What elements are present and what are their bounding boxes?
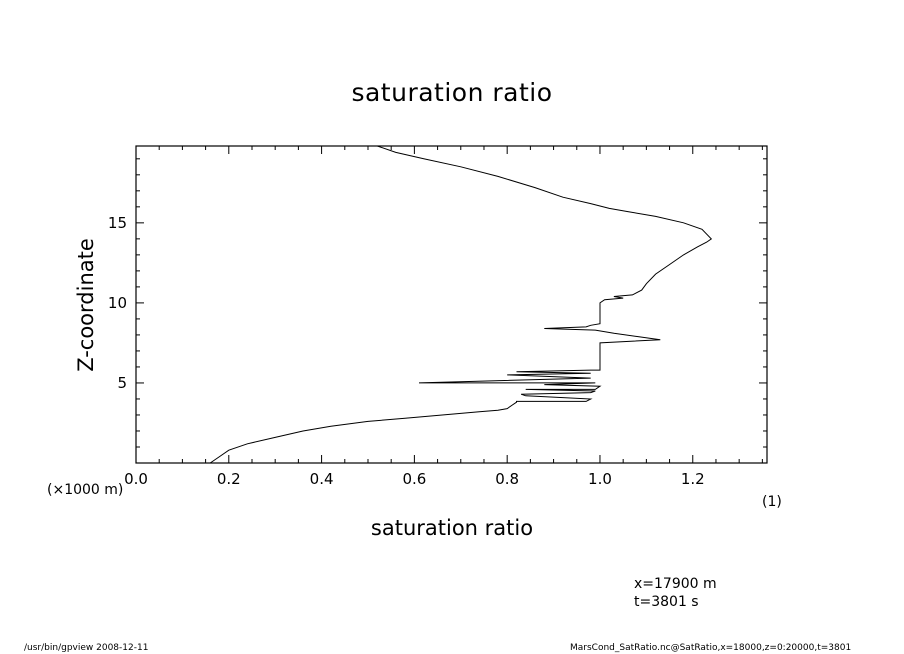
x-tick-label: 0.2 bbox=[217, 470, 241, 488]
x-unit-note: (1) bbox=[762, 494, 782, 510]
x-tick-label: 0.4 bbox=[310, 470, 334, 488]
chart-title: saturation ratio bbox=[351, 78, 553, 107]
axis-ticks bbox=[135, 146, 767, 463]
y-unit-note: (×1000 m) bbox=[47, 482, 124, 498]
plot-frame bbox=[135, 145, 768, 464]
footer-command-date: /usr/bin/gpview 2008-12-11 bbox=[24, 643, 149, 653]
x-tick-label: 1.0 bbox=[588, 470, 612, 488]
info-x-position: x=17900 m bbox=[634, 576, 717, 592]
x-axis-label: saturation ratio bbox=[370, 516, 534, 540]
x-tick-label: 1.2 bbox=[681, 470, 705, 488]
series-line bbox=[209, 145, 713, 464]
y-axis-label: Z-coordinate bbox=[74, 238, 98, 372]
y-tick-label: 15 bbox=[108, 214, 127, 232]
x-tick-label: 0.6 bbox=[402, 470, 426, 488]
info-time: t=3801 s bbox=[634, 594, 699, 610]
y-tick-label: 10 bbox=[108, 294, 127, 312]
y-tick-label: 5 bbox=[117, 374, 127, 392]
x-tick-label: 0.8 bbox=[495, 470, 519, 488]
x-tick-label: 0.0 bbox=[124, 470, 148, 488]
axis-tick-labels: 0.0 0.2 0.4 0.6 0.8 1.0 1.2 5 10 15 bbox=[108, 214, 705, 488]
footer-data-source: MarsCond_SatRatio.nc@SatRatio,x=18000,z=… bbox=[570, 643, 852, 653]
